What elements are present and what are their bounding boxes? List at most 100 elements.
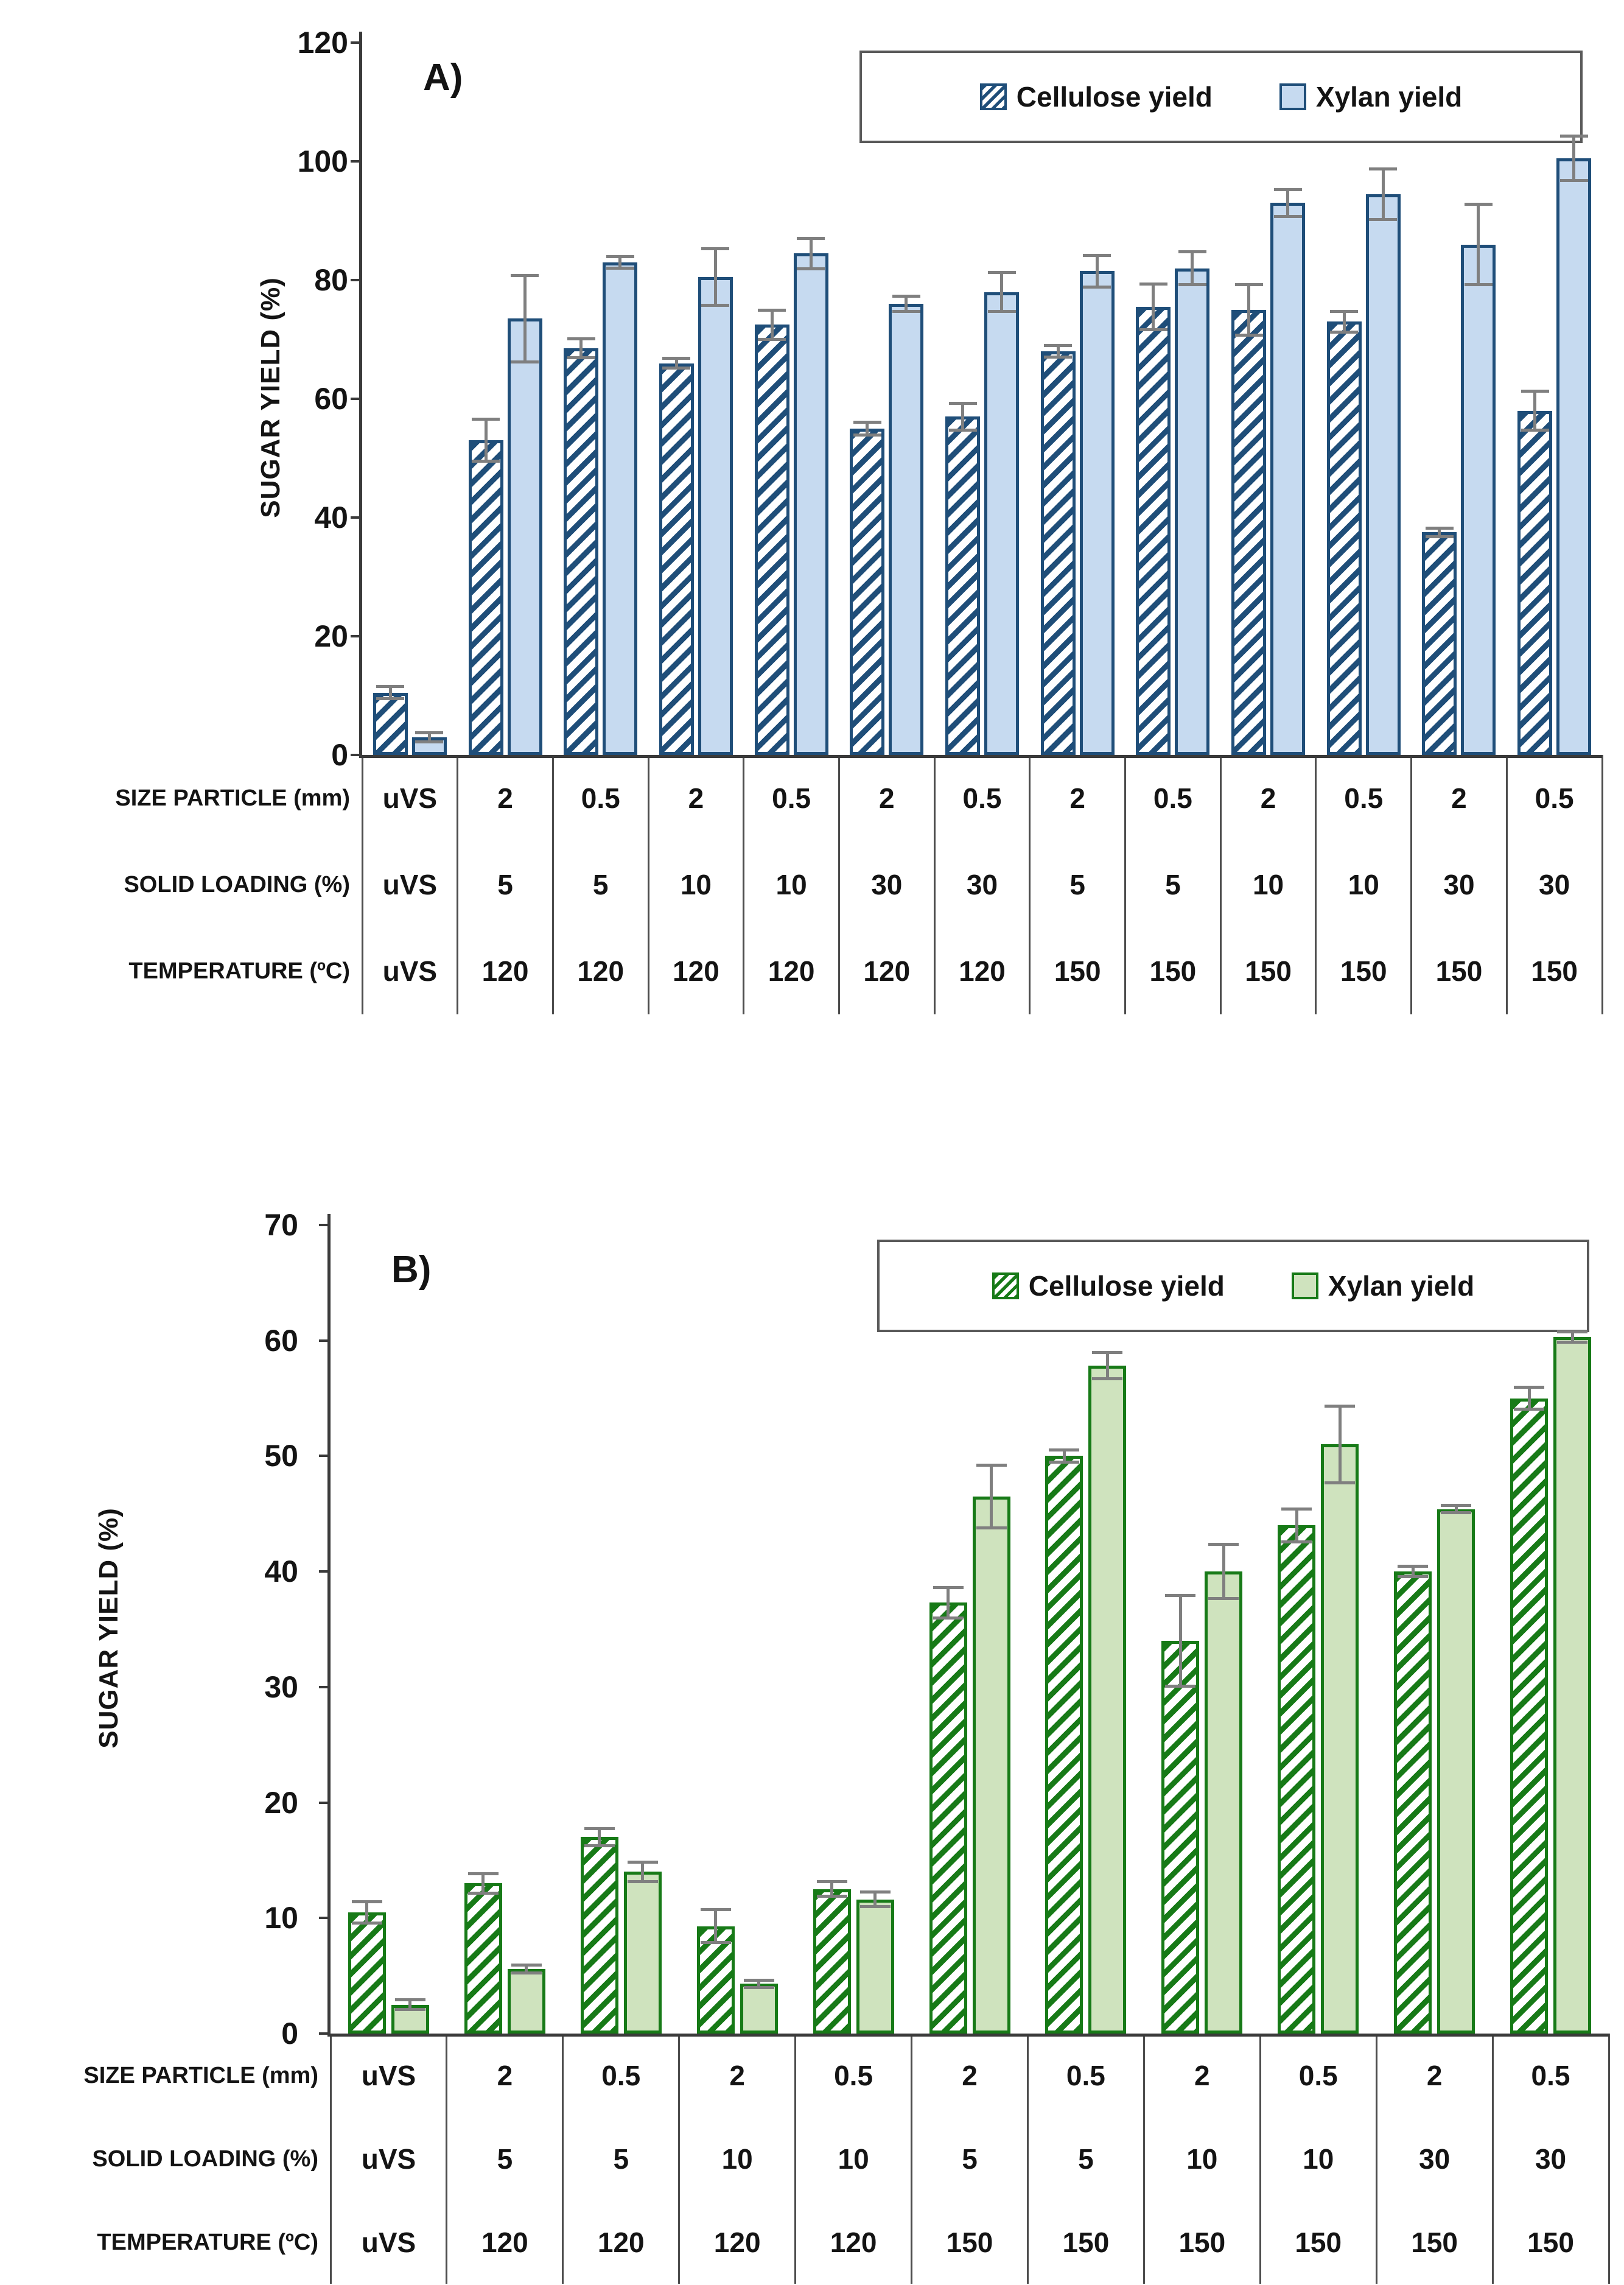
bar-cellulose-yield — [850, 428, 885, 755]
error-bar-cap — [1369, 217, 1398, 221]
error-bar-cap — [816, 1895, 847, 1898]
error-bar-cap — [1273, 188, 1302, 191]
table-cell: 10 — [1252, 869, 1284, 900]
y-axis-tick-label: 120 — [297, 26, 348, 60]
legend: Cellulose yield Xylan yield — [859, 51, 1583, 143]
error-bar — [809, 239, 813, 267]
error-bar — [1570, 1333, 1574, 1341]
y-axis-line — [359, 32, 362, 755]
table-cell: 120 — [863, 955, 911, 987]
error-bar-cap — [1139, 282, 1167, 286]
error-bar — [905, 298, 908, 310]
error-bar-cap — [743, 1986, 774, 1990]
table-gridline — [562, 2034, 564, 2284]
error-bar-cap — [662, 356, 691, 360]
error-bar — [1533, 393, 1537, 429]
table-cell: 150 — [1062, 2226, 1110, 2258]
error-bar-cap — [1044, 355, 1073, 359]
table-cell: 150 — [1178, 2226, 1226, 2258]
error-bar-cap — [948, 401, 977, 405]
error-bar — [1191, 253, 1194, 283]
table-cell: 10 — [1186, 2143, 1218, 2175]
table-gridline — [1259, 2034, 1261, 2284]
bar-cellulose-yield — [929, 1602, 967, 2034]
y-axis-tick — [351, 279, 359, 281]
legend-item: Xylan yield — [1291, 1269, 1474, 1302]
y-axis-tick — [351, 160, 359, 163]
y-axis-tick-label: 80 — [314, 263, 348, 297]
error-bar-cap — [394, 1998, 425, 2001]
error-bar-cap — [797, 236, 825, 240]
table-gridline — [551, 755, 554, 1014]
error-bar-cap — [511, 360, 539, 363]
bar-xylan-yield — [603, 262, 638, 755]
error-bar — [1152, 285, 1155, 328]
y-axis-tick — [351, 516, 359, 519]
error-bar — [1000, 274, 1003, 310]
error-bar-cap — [1165, 1685, 1196, 1688]
error-bar-cap — [1092, 1377, 1123, 1381]
table-row-label: TEMPERATURE (ºC) — [97, 2229, 318, 2255]
error-bar-cap — [1559, 179, 1588, 183]
chart-b: 0 10 20 30 40 50 60 70 SUGAR YIELD (%) B) Cellulos… — [0, 1035, 1624, 2285]
bar-cellulose-yield — [1045, 1456, 1083, 2034]
error-bar-cap — [584, 1827, 615, 1831]
bar-cellulose-yield — [348, 1912, 386, 2034]
bar-cellulose-yield — [1394, 1571, 1432, 2034]
table-cell: 10 — [1303, 2143, 1334, 2175]
table-cell: 150 — [1295, 2226, 1342, 2258]
error-bar — [484, 421, 488, 460]
error-bar-cap — [1083, 285, 1111, 289]
error-bar — [947, 1588, 950, 1617]
error-bar-cap — [1165, 1593, 1196, 1597]
legend-label: Cellulose yield — [1028, 1270, 1225, 1302]
table-cell: 2 — [1426, 2059, 1443, 2091]
legend-label: Xylan yield — [1315, 81, 1463, 113]
table-cell: 2 — [1451, 782, 1467, 814]
bar-xylan-yield — [623, 1872, 662, 2034]
legend: Cellulose yield Xylan yield — [877, 1240, 1589, 1332]
table-cell: 10 — [680, 869, 712, 900]
table-cell: 120 — [830, 2226, 877, 2258]
bar-xylan-yield — [1175, 268, 1210, 755]
table-cell: 150 — [1054, 955, 1101, 987]
y-axis-tick — [319, 1339, 327, 1342]
table-cell: 150 — [1411, 2226, 1458, 2258]
table-cell: 150 — [1531, 955, 1578, 987]
bar-xylan-yield — [984, 292, 1019, 755]
error-bar-cap — [1464, 203, 1493, 206]
bar-cellulose-yield — [1040, 351, 1076, 755]
error-bar — [1527, 1389, 1531, 1408]
table-cell: 120 — [481, 2226, 528, 2258]
table-gridline — [911, 2034, 913, 2284]
error-bar-cap — [351, 1900, 382, 1903]
table-cell: 0.5 — [1066, 2059, 1105, 2091]
table-cell: 10 — [775, 869, 807, 900]
table-gridline — [1491, 2034, 1494, 2284]
error-bar-cap — [1234, 283, 1263, 286]
table-gridline — [1219, 755, 1222, 1014]
y-axis-tick — [351, 754, 359, 756]
bar-xylan-yield — [507, 318, 542, 755]
y-axis-tick — [319, 2032, 327, 2035]
table-cell: 120 — [577, 955, 625, 987]
bar-cellulose-yield — [1231, 309, 1267, 755]
bar-xylan-yield — [793, 253, 828, 755]
error-bar-cap — [1514, 1407, 1545, 1411]
table-gridline — [446, 2034, 448, 2284]
y-axis-line — [327, 1214, 331, 2034]
x-axis-line — [359, 755, 1602, 758]
table-cell: 120 — [959, 955, 1006, 987]
error-bar — [1342, 312, 1346, 331]
error-bar-cap — [627, 1880, 658, 1883]
error-bar — [525, 1966, 528, 1971]
error-bar — [757, 1981, 761, 1987]
bar-xylan-yield — [698, 277, 733, 755]
bar-xylan-yield — [1079, 271, 1115, 755]
error-bar — [523, 277, 527, 360]
error-bar-cap — [351, 1921, 382, 1925]
table-row-label: SIZE PARTICLE (mm) — [83, 2062, 318, 2088]
error-bar — [1454, 1506, 1458, 1512]
y-axis-tick — [319, 1455, 327, 1458]
table-cell: 120 — [597, 2226, 645, 2258]
